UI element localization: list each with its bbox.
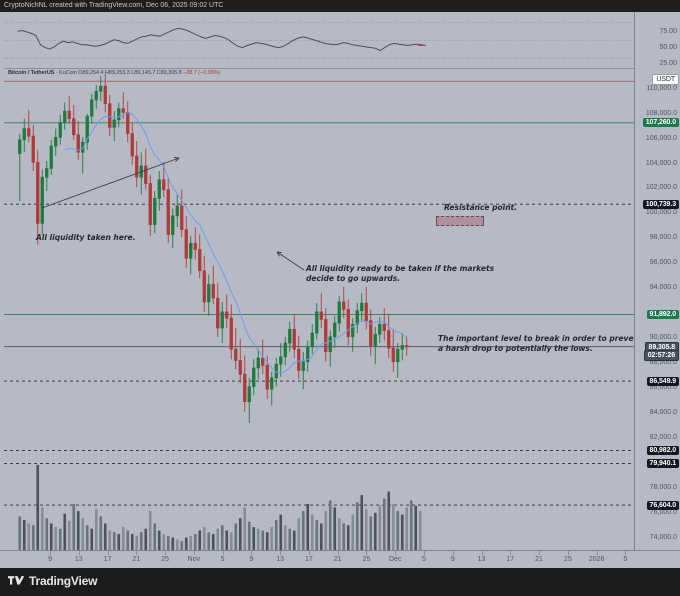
time-axis-separator xyxy=(510,551,512,555)
time-axis-separator xyxy=(596,551,598,555)
time-axis-separator xyxy=(165,551,167,555)
time-axis-label: 9 xyxy=(249,556,254,563)
price-axis-tick: 86,000.0 xyxy=(649,383,677,391)
legend-ohlc: O89,254.4 H89,253.3 L89,145.7 C89,305.8 xyxy=(78,70,182,76)
price-axis-tick: 82,000.0 xyxy=(649,433,677,441)
price-axis-tick: 94,000.0 xyxy=(649,284,677,292)
price-marker[interactable]: 86,549.9 xyxy=(646,376,679,386)
time-axis-separator xyxy=(280,551,282,555)
time-axis-separator xyxy=(625,551,627,555)
time-axis-label: 25 xyxy=(362,556,371,563)
footer-bar: TradingView xyxy=(0,568,680,596)
price-axis-tick: 100,000.0 xyxy=(645,209,677,217)
time-axis-separator xyxy=(193,551,195,555)
time-axis-label: Nov xyxy=(187,556,201,563)
price-axis-tick: 102,000.0 xyxy=(645,184,677,192)
price-marker[interactable]: 91,892.0 xyxy=(646,309,679,319)
time-axis-separator xyxy=(251,551,253,555)
price-axis-tick: 110,000.0 xyxy=(646,84,677,92)
time-axis-label: 17 xyxy=(103,556,112,563)
currency-badge[interactable]: USDT xyxy=(652,74,679,85)
price-marker[interactable]: 79,940.1 xyxy=(646,458,679,468)
price-marker[interactable]: 100,739.3 xyxy=(642,199,679,209)
price-axis-indicator-tick: 25.00 xyxy=(659,60,677,67)
time-axis-label: 13 xyxy=(276,556,285,563)
time-axis-label: 9 xyxy=(450,556,455,563)
time-axis-separator xyxy=(539,551,541,555)
time-axis-separator xyxy=(481,551,483,555)
price-axis-tick: 88,000.0 xyxy=(649,358,677,366)
price-pane xyxy=(4,70,634,550)
time-axis-label: Dec xyxy=(388,556,402,563)
price-axis-tick: 96,000.0 xyxy=(649,259,677,267)
time-axis-separator xyxy=(366,551,368,555)
time-axis-label: 5 xyxy=(220,556,225,563)
time-axis-separator xyxy=(136,551,138,555)
price-axis[interactable]: 75.00 50.00 25.00 110,000.0 108,000.0 106,000… xyxy=(634,12,680,550)
time-axis-label: 5 xyxy=(422,556,426,563)
time-axis-label: 21 xyxy=(535,556,543,563)
resistance-zone-rect xyxy=(436,216,484,226)
price-marker[interactable]: 02:57:26 xyxy=(643,349,679,361)
price-axis-tick: 98,000.0 xyxy=(649,234,677,242)
attribution-bar: CryptoNichNL created with TradingView.co… xyxy=(0,0,680,12)
time-axis-label: 17 xyxy=(506,556,515,563)
price-axis-tick: 104,000.0 xyxy=(645,159,677,167)
time-axis-label: 13 xyxy=(74,556,83,563)
rsi-svg xyxy=(4,22,634,69)
price-axis-tick: 106,000.0 xyxy=(645,134,677,142)
time-axis-separator xyxy=(50,551,52,555)
plot-area[interactable]: All liquidity taken here. Resistance poi… xyxy=(4,12,634,550)
time-axis-label: 2026 xyxy=(588,556,605,563)
time-axis-separator xyxy=(78,551,80,555)
time-axis-separator xyxy=(308,551,310,555)
indicator-pane-rsi xyxy=(4,12,634,69)
price-axis-tick: 74,000.0 xyxy=(649,533,677,541)
time-axis-separator xyxy=(222,551,224,555)
price-axis-tick: 108,000.0 xyxy=(645,109,677,117)
price-axis-tick: 78,000.0 xyxy=(649,483,677,491)
time-axis-label: 25 xyxy=(563,556,572,563)
chart-legend: Bitcoin / TetherUS · KuCoin O89,254.4 H8… xyxy=(8,69,220,78)
chart-frame: All liquidity taken here. Resistance poi… xyxy=(0,12,680,568)
time-axis-label: 13 xyxy=(477,556,486,563)
legend-exchange: · KuCoin xyxy=(55,70,77,76)
time-axis[interactable]: 9 13 17 21 25 Nov 5 9 13 17 21 25 Dec 5 9 13 17 21 25 2026 5 xyxy=(0,550,680,568)
time-axis-label: 9 xyxy=(48,556,52,563)
tradingview-wordmark: TradingView xyxy=(29,574,98,588)
time-axis-separator xyxy=(395,551,397,555)
liquidity-taken-note: All liquidity taken here. xyxy=(36,233,136,242)
time-axis-separator xyxy=(337,551,339,555)
candlestick-svg xyxy=(4,73,634,550)
liquidity-upwards-note: All liquidity ready to be taken if the m… xyxy=(306,264,495,283)
time-axis-label: 5 xyxy=(623,556,628,563)
tradingview-mark-icon xyxy=(8,575,24,585)
time-axis-separator xyxy=(424,551,425,555)
price-axis-tick: 76,000.0 xyxy=(649,508,677,516)
time-axis-label: 25 xyxy=(161,556,169,563)
time-axis-separator xyxy=(567,551,569,555)
price-axis-tick: 90,000.0 xyxy=(649,334,677,342)
resistance-point-note: Resistance point. xyxy=(444,203,517,212)
price-marker[interactable]: 107,260.0 xyxy=(642,118,679,128)
legend-change: −28.7 (−0.03%) xyxy=(183,70,221,76)
price-axis-indicator-tick: 75.00 xyxy=(659,28,677,35)
time-axis-label: 21 xyxy=(132,556,141,563)
price-axis-indicator-tick: 50.00 xyxy=(659,44,677,51)
price-marker[interactable]: 76,604.0 xyxy=(646,500,679,510)
price-marker[interactable]: 80,982.0 xyxy=(646,445,679,455)
time-axis-separator xyxy=(107,551,109,555)
tradingview-logo[interactable]: TradingView xyxy=(8,574,97,588)
price-axis-tick: 84,000.0 xyxy=(649,408,677,416)
time-axis-label: 21 xyxy=(333,556,342,563)
important-level-note: The important level to break in order to… xyxy=(438,334,634,353)
time-axis-separator xyxy=(452,551,454,555)
time-axis-label: 17 xyxy=(305,556,313,563)
legend-symbol: Bitcoin / TetherUS xyxy=(8,70,55,76)
